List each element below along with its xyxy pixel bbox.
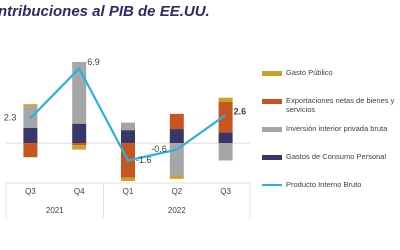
chart-title: ntribuciones al PIB de EE.UU.	[0, 3, 210, 20]
bar-segment	[121, 130, 135, 144]
legend-label: Gastos de Consumo Personal	[286, 152, 387, 161]
bar-segment	[169, 129, 184, 144]
legend-swatch	[262, 71, 282, 76]
data-label: 2.3	[4, 113, 17, 123]
group-label: 2021	[46, 206, 64, 215]
bar-segment	[218, 97, 233, 103]
legend-swatch	[262, 184, 282, 186]
x-tick-label: Q1	[123, 187, 134, 196]
bar-segment	[169, 143, 184, 176]
line	[29, 66, 227, 162]
legend-item: Gasto Público	[262, 64, 400, 86]
data-label: -0.6	[151, 144, 167, 154]
x-tick-label: Q3	[25, 187, 36, 196]
bar-segment	[121, 177, 135, 181]
x-tick-label: Q2	[171, 187, 182, 196]
legend-label: Inversión interior privada bruta	[286, 124, 388, 133]
bar-segment	[72, 145, 87, 150]
bar-segment	[121, 122, 135, 131]
data-label: 6.9	[87, 57, 100, 67]
legend-swatch	[262, 155, 282, 160]
bar-segment	[23, 143, 38, 158]
bar-segment	[72, 62, 87, 124]
data-label: -1.6	[136, 155, 152, 165]
legend-item: Exportaciones netas de bienes y servicio…	[262, 92, 400, 114]
bar-segment	[72, 123, 87, 144]
bar-segment	[218, 143, 233, 161]
legend-item: Gastos de Consumo Personal	[262, 148, 400, 170]
x-tick-label: Q4	[74, 187, 85, 196]
legend-label: Gasto Público	[286, 68, 333, 77]
legend-item: Inversión interior privada bruta	[262, 120, 400, 142]
bar-segment	[72, 143, 87, 146]
bar-segment	[23, 127, 38, 144]
legend-label: Producto Interno Bruto	[286, 180, 362, 189]
bar-segment	[218, 132, 233, 144]
bar-segment	[169, 113, 184, 130]
group-label: 2022	[168, 206, 186, 215]
bar-segment	[23, 104, 38, 107]
legend-swatch	[262, 99, 282, 104]
bar-segment	[169, 175, 184, 179]
legend-label: Exportaciones netas de bienes y servicio…	[286, 96, 395, 114]
x-tick-label: Q3	[220, 187, 231, 196]
legend-item: Producto Interno Bruto	[262, 176, 400, 198]
data-label: 2.6	[234, 106, 247, 116]
legend-swatch	[262, 127, 282, 132]
bar-segment	[218, 102, 233, 133]
